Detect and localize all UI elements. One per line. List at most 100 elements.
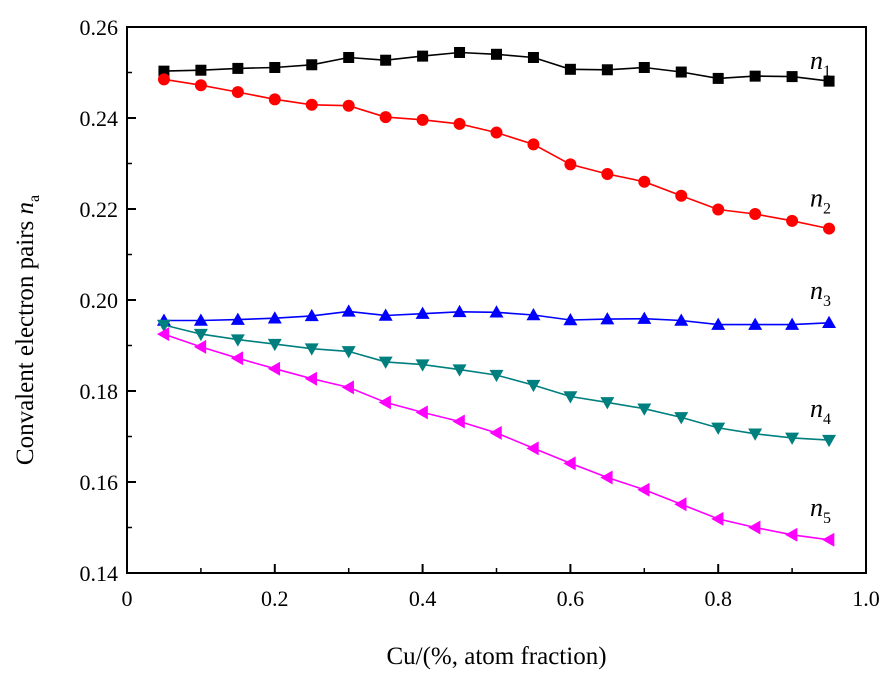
data-point-n1: [601, 64, 613, 76]
y-tick-label: 0.20: [80, 288, 119, 313]
data-point-n2: [231, 86, 244, 99]
data-point-n1: [527, 51, 539, 63]
series-n4: [156, 319, 837, 448]
data-point-n5: [526, 441, 539, 456]
x-tick-label: 0.2: [261, 586, 289, 611]
data-point-n4: [452, 364, 467, 377]
data-point-n1: [675, 66, 687, 78]
data-point-n5: [156, 327, 170, 342]
data-point-n2: [379, 111, 392, 124]
data-point-n4: [341, 346, 356, 359]
x-tick-label: 0.4: [409, 586, 437, 611]
data-point-n3: [378, 308, 393, 321]
data-point-n2: [601, 167, 614, 180]
data-point-n4: [415, 359, 430, 372]
data-point-n3: [711, 317, 726, 330]
data-point-n2: [157, 73, 170, 86]
data-point-n5: [341, 380, 354, 395]
data-point-n3: [230, 312, 245, 325]
data-point-n3: [304, 308, 319, 322]
data-point-n2: [268, 93, 281, 106]
data-point-n4: [600, 397, 615, 410]
series-n3: [156, 304, 837, 330]
data-point-n3: [785, 317, 800, 330]
data-point-n1: [491, 48, 502, 60]
data-point-n1: [343, 51, 355, 63]
data-point-n2: [675, 189, 688, 202]
data-point-n1: [786, 71, 798, 83]
data-point-n3: [637, 311, 652, 324]
data-point-n2: [453, 117, 466, 130]
series-label-n5: n5: [810, 493, 831, 527]
data-point-n2: [564, 158, 577, 171]
data-point-n5: [674, 497, 687, 512]
data-point-n5: [822, 532, 835, 547]
data-point-n2: [786, 214, 799, 227]
data-point-n2: [490, 126, 503, 139]
data-point-n3: [526, 308, 541, 321]
data-point-n3: [341, 304, 356, 317]
series-layer: [156, 46, 837, 547]
series-n2: [157, 73, 836, 235]
series-label-n4: n4: [810, 394, 831, 428]
data-point-n1: [564, 63, 576, 75]
data-point-n2: [194, 79, 207, 92]
data-point-n4: [748, 428, 763, 441]
data-point-n2: [527, 138, 540, 151]
data-point-n5: [415, 405, 428, 420]
data-point-n4: [526, 379, 541, 393]
series-n1: [158, 46, 835, 87]
data-point-n5: [489, 425, 502, 440]
y-tick-label: 0.24: [80, 106, 119, 131]
data-point-n1: [417, 50, 429, 62]
data-point-n3: [452, 304, 467, 318]
data-point-n4: [785, 432, 800, 445]
data-point-n4: [489, 369, 504, 383]
data-point-n4: [193, 328, 208, 342]
data-point-n5: [230, 351, 244, 366]
data-point-n5: [748, 520, 761, 535]
data-point-n3: [489, 305, 504, 318]
data-point-n5: [785, 527, 798, 542]
data-point-n3: [822, 315, 837, 328]
data-point-n2: [638, 175, 651, 188]
x-tick-label: 0.8: [704, 586, 732, 611]
data-point-n5: [711, 511, 724, 526]
data-point-n2: [823, 222, 836, 235]
data-point-n2: [305, 98, 318, 111]
data-point-n5: [563, 456, 576, 471]
data-point-n4: [304, 343, 319, 356]
data-point-n1: [823, 75, 835, 87]
data-point-n3: [415, 306, 430, 319]
y-axis-title-sub: a: [26, 195, 43, 202]
series-label-n2: n2: [810, 184, 831, 218]
x-tick-label: 0: [122, 586, 133, 611]
data-point-n4: [563, 391, 578, 404]
data-point-n1: [712, 72, 724, 84]
series-labels-layer: n1 n2 n3 n4 n5: [810, 46, 831, 527]
y-tick-label: 0.18: [80, 379, 119, 404]
data-point-n2: [416, 113, 429, 126]
data-point-n5: [452, 414, 465, 429]
y-axis-title: Convalent electron pairs na: [12, 195, 43, 465]
data-point-n3: [748, 317, 763, 330]
data-point-n5: [637, 482, 650, 497]
data-point-n2: [749, 208, 762, 221]
data-point-n4: [230, 334, 245, 347]
data-point-n1: [749, 70, 761, 82]
y-tick-label: 0.14: [80, 561, 119, 586]
y-tick-label: 0.26: [80, 15, 119, 40]
data-point-n5: [378, 395, 391, 410]
data-point-n3: [267, 311, 282, 324]
data-point-n4: [378, 356, 393, 369]
data-point-n5: [193, 339, 207, 354]
data-point-n5: [267, 361, 281, 376]
data-point-n2: [712, 203, 725, 216]
y-axis-title-main: Convalent electron pairs: [12, 214, 39, 465]
series-label-n1: n1: [810, 46, 831, 80]
series-label-n3: n3: [810, 276, 831, 310]
data-point-n5: [600, 470, 613, 485]
data-point-n4: [674, 412, 689, 425]
